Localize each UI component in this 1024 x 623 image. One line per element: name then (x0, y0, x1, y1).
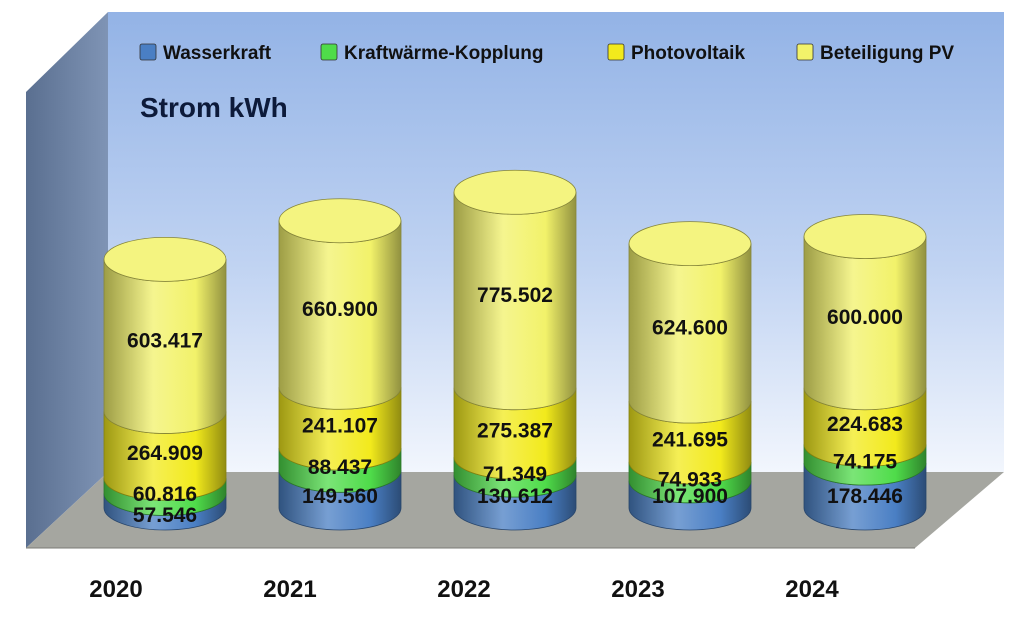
data-label-2022-beteiligung-pv: 775.502 (477, 284, 553, 307)
data-label-2024-photovoltaik: 224.683 (827, 413, 903, 436)
data-label-2022-kraftwaerme-kopplung: 71.349 (483, 463, 547, 486)
data-label-2024-wasserkraft: 178.446 (827, 485, 903, 508)
data-label-2024-beteiligung-pv: 600.000 (827, 306, 903, 329)
data-label-2020-photovoltaik: 264.909 (127, 442, 203, 465)
chart-side-wall (26, 12, 108, 548)
legend-swatch-beteiligung-pv (796, 43, 814, 61)
legend-item-photovoltaik: Photovoltaik (607, 43, 745, 64)
data-label-2021-photovoltaik: 241.107 (302, 415, 378, 438)
data-label-2022-wasserkraft: 130.612 (477, 485, 553, 508)
data-label-2020-wasserkraft: 57.546 (133, 504, 197, 527)
x-tick-label-2023: 2023 (611, 576, 664, 603)
data-label-2021-kraftwaerme-kopplung: 88.437 (308, 456, 372, 479)
x-tick-label-2024: 2024 (785, 576, 839, 603)
x-tick-label-2021: 2021 (263, 576, 316, 603)
data-label-2023-wasserkraft: 107.900 (652, 485, 728, 508)
bar-group-2021: 149.560 88.437 241.107 660.900 (278, 198, 402, 531)
x-tick-label-2022: 2022 (437, 576, 490, 603)
legend-item-wasserkraft: Wasserkraft (139, 43, 272, 64)
data-label-2021-wasserkraft: 149.560 (302, 485, 378, 508)
x-axis: 2020 2021 2022 2023 2024 (89, 576, 839, 603)
bar-top-cap-2020 (103, 236, 227, 282)
legend-label-photovoltaik: Photovoltaik (631, 43, 745, 64)
legend: Wasserkraft Kraftwärme-Kopplung Photovol… (139, 43, 954, 64)
bar-top-cap-2022 (453, 169, 577, 215)
data-label-2020-beteiligung-pv: 603.417 (127, 329, 203, 352)
data-label-2022-photovoltaik: 275.387 (477, 419, 553, 442)
x-tick-label-2020: 2020 (89, 576, 142, 603)
legend-label-wasserkraft: Wasserkraft (163, 43, 272, 64)
data-label-2023-photovoltaik: 241.695 (652, 428, 728, 451)
legend-item-beteiligung-pv: Beteiligung PV (796, 43, 954, 64)
legend-swatch-kraftwaerme-kopplung (320, 43, 338, 61)
bar-top-cap-2024 (803, 214, 927, 259)
chart-title: Strom kWh (140, 92, 288, 123)
bar-group-2024: 178.446 74.175 224.683 600.000 (803, 214, 927, 531)
legend-item-kraftwaerme-kopplung: Kraftwärme-Kopplung (320, 43, 544, 64)
data-label-2024-kraftwaerme-kopplung: 74.175 (833, 451, 898, 474)
data-label-2023-beteiligung-pv: 624.600 (652, 316, 728, 339)
legend-swatch-photovoltaik (607, 43, 625, 61)
legend-label-beteiligung-pv: Beteiligung PV (820, 43, 954, 64)
data-label-2023-kraftwaerme-kopplung: 74.933 (658, 468, 722, 491)
legend-swatch-wasserkraft (139, 43, 157, 61)
bar-top-cap-2021 (278, 198, 402, 244)
bar-top-cap-2023 (628, 221, 752, 267)
data-label-2020-kraftwaerme-kopplung: 60.816 (133, 483, 197, 506)
data-label-2021-beteiligung-pv: 660.900 (302, 298, 378, 321)
legend-label-kraftwaerme-kopplung: Kraftwärme-Kopplung (344, 43, 544, 64)
